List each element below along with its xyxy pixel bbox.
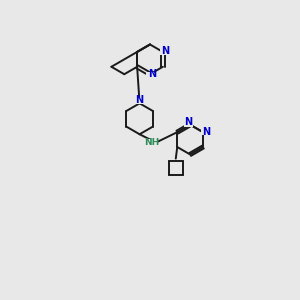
Text: N: N xyxy=(136,95,144,105)
Bar xyxy=(146,72,154,79)
Bar xyxy=(160,49,169,55)
Text: N: N xyxy=(148,69,156,79)
Text: N: N xyxy=(161,46,169,56)
Bar xyxy=(135,97,144,103)
Bar xyxy=(184,120,193,127)
Bar xyxy=(201,128,209,135)
Text: N: N xyxy=(202,127,210,136)
Text: NH: NH xyxy=(144,138,159,147)
Bar xyxy=(145,139,158,146)
Text: N: N xyxy=(184,117,192,127)
